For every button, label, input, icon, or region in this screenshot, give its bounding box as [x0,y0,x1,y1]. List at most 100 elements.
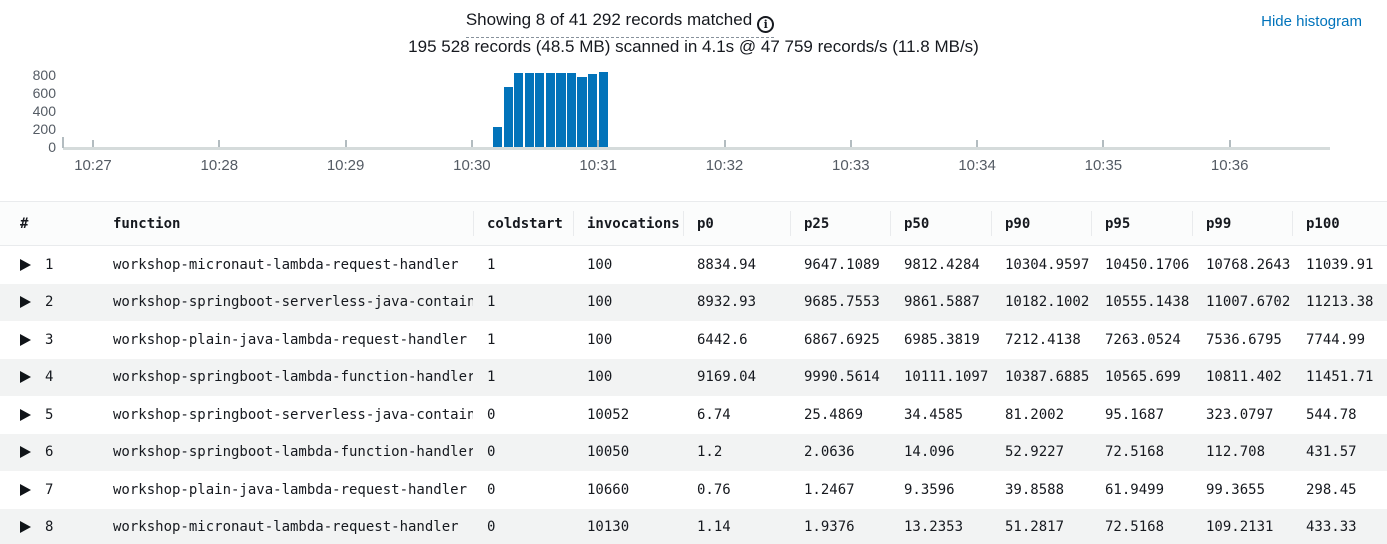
expand-row-icon[interactable] [20,333,31,346]
histogram-bar[interactable] [566,73,577,147]
table-row[interactable]: 2 workshop-springboot-serverless-java-con… [0,283,1387,321]
cell-p95: 10555.1438 [1105,294,1190,311]
table-row[interactable]: 7 workshop-plain-java-lambda-request-hand… [0,471,1387,509]
row-index-cell: 8 [0,519,113,535]
cell-p25: 1.2467 [804,481,855,498]
cell-p0: 9169.04 [697,369,757,386]
column-header-coldstart: coldstart [473,202,573,245]
y-axis-tick-label: 200 [32,121,56,137]
table-row[interactable]: 4 workshop-springboot-lambda-function-han… [0,358,1387,396]
table-row[interactable]: 1 workshop-micronaut-lambda-request-handl… [0,246,1387,284]
cell-function: workshop-springboot-lambda-function-hand… [113,369,473,386]
histogram: 800 600 400 200 0 10:27 10:28 10:29 10:30 10:31 10… [0,65,1387,183]
row-number: 8 [45,519,54,536]
cell-coldstart: 1 [487,256,496,273]
cell-invocations: 10050 [587,444,630,461]
histogram-bar[interactable] [545,73,556,147]
cell-invocations: 10130 [587,519,630,536]
cell-p95: 72.5168 [1105,519,1165,536]
expand-row-icon[interactable] [20,258,31,271]
cell-invocations: 10052 [587,406,630,423]
expand-row-icon[interactable] [20,371,31,384]
histogram-bar[interactable] [577,77,587,147]
cell-coldstart: 1 [487,331,496,348]
cell-coldstart: 0 [487,519,496,536]
cell-p100: 11039.91 [1306,256,1374,273]
x-axis-tick [976,140,979,147]
cell-p0: 1.14 [697,519,731,536]
column-header-p0: p0 [683,202,790,245]
x-axis-tick-label: 10:29 [326,157,365,174]
y-axis-tick-label: 0 [48,139,56,155]
cell-p0: 8932.93 [697,294,757,311]
cell-p50: 34.4585 [904,406,964,423]
records-matched-text: Showing 8 of 41 292 records matched [465,10,753,29]
cell-p100: 298.45 [1306,481,1357,498]
column-header-p100: p100 [1292,202,1387,245]
table-row[interactable]: 5 workshop-springboot-serverless-java-con… [0,396,1387,434]
cell-p99: 112.708 [1206,444,1266,461]
cell-p50: 9.3596 [904,481,955,498]
cell-p100: 7744.99 [1306,331,1366,348]
row-number: 6 [45,444,54,461]
table-row[interactable]: 3 workshop-plain-java-lambda-request-hand… [0,321,1387,359]
column-header-p25: p25 [790,202,890,245]
cell-invocations: 10660 [587,481,630,498]
cell-function: workshop-springboot-serverless-java-cont… [113,406,473,423]
expand-row-icon[interactable] [20,408,31,421]
cell-function: workshop-plain-java-lambda-request-handl… [113,331,468,348]
y-axis-origin-tick [62,137,64,148]
x-axis-tick [1102,140,1105,147]
cell-p99: 7536.6795 [1206,331,1282,348]
histogram-bar[interactable] [514,73,524,147]
column-header-p95: p95 [1091,202,1192,245]
column-header-invocations: invocations [573,202,683,245]
hide-histogram-link[interactable]: Hide histogram [1261,13,1362,30]
cell-p0: 0.76 [697,481,731,498]
histogram-bar[interactable] [598,72,608,147]
column-header-p50: p50 [890,202,991,245]
table-row[interactable]: 6 workshop-springboot-lambda-function-han… [0,433,1387,471]
x-axis-line [63,147,1330,150]
info-icon[interactable]: i [757,16,775,33]
x-axis-tick [1228,140,1231,147]
cell-p100: 433.33 [1306,519,1357,536]
cell-p99: 109.2131 [1206,519,1274,536]
cell-p100: 11213.38 [1306,294,1374,311]
cell-p90: 39.8588 [1005,481,1065,498]
cell-coldstart: 0 [487,481,496,498]
cell-p95: 72.5168 [1105,444,1165,461]
expand-row-icon[interactable] [20,446,31,459]
histogram-bar[interactable] [503,87,513,147]
expand-row-icon[interactable] [20,483,31,496]
row-index-cell: 7 [0,482,113,498]
cell-invocations: 100 [587,294,613,311]
x-axis-tick [218,140,221,147]
cell-p99: 11007.6702 [1206,294,1291,311]
row-number: 2 [45,294,54,311]
cell-function: workshop-springboot-serverless-java-cont… [113,294,473,311]
expand-row-icon[interactable] [20,296,31,309]
histogram-bar[interactable] [556,73,566,147]
histogram-bar[interactable] [587,74,598,147]
results-table: # function coldstart invocations p0 p25 p50 p90… [0,201,1387,544]
x-axis-tick-label: 10:32 [705,157,744,174]
cell-p90: 51.2817 [1005,519,1065,536]
table-row[interactable]: 8 workshop-micronaut-lambda-request-handl… [0,508,1387,544]
cell-p99: 10768.2643 [1206,256,1291,273]
x-axis-tick-label: 10:28 [200,157,239,174]
histogram-bar[interactable] [524,73,534,147]
expand-row-icon[interactable] [20,521,31,534]
column-header-p90: p90 [991,202,1091,245]
row-index-cell: 6 [0,444,113,460]
cell-p25: 9685.7553 [804,294,880,311]
row-index-cell: 4 [0,369,113,385]
cell-function: workshop-micronaut-lambda-request-handle… [113,256,459,273]
cell-p90: 81.2002 [1005,406,1065,423]
records-matched-tooltip-trigger[interactable]: Showing 8 of 41 292 records matched i [465,10,775,38]
x-axis-tick [723,140,726,147]
cell-p25: 25.4869 [804,406,864,423]
x-axis-tick-label: 10:33 [832,157,870,174]
histogram-bar[interactable] [493,127,503,147]
histogram-bar[interactable] [535,73,545,147]
